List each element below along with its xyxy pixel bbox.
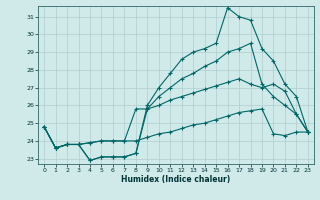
X-axis label: Humidex (Indice chaleur): Humidex (Indice chaleur) <box>121 175 231 184</box>
